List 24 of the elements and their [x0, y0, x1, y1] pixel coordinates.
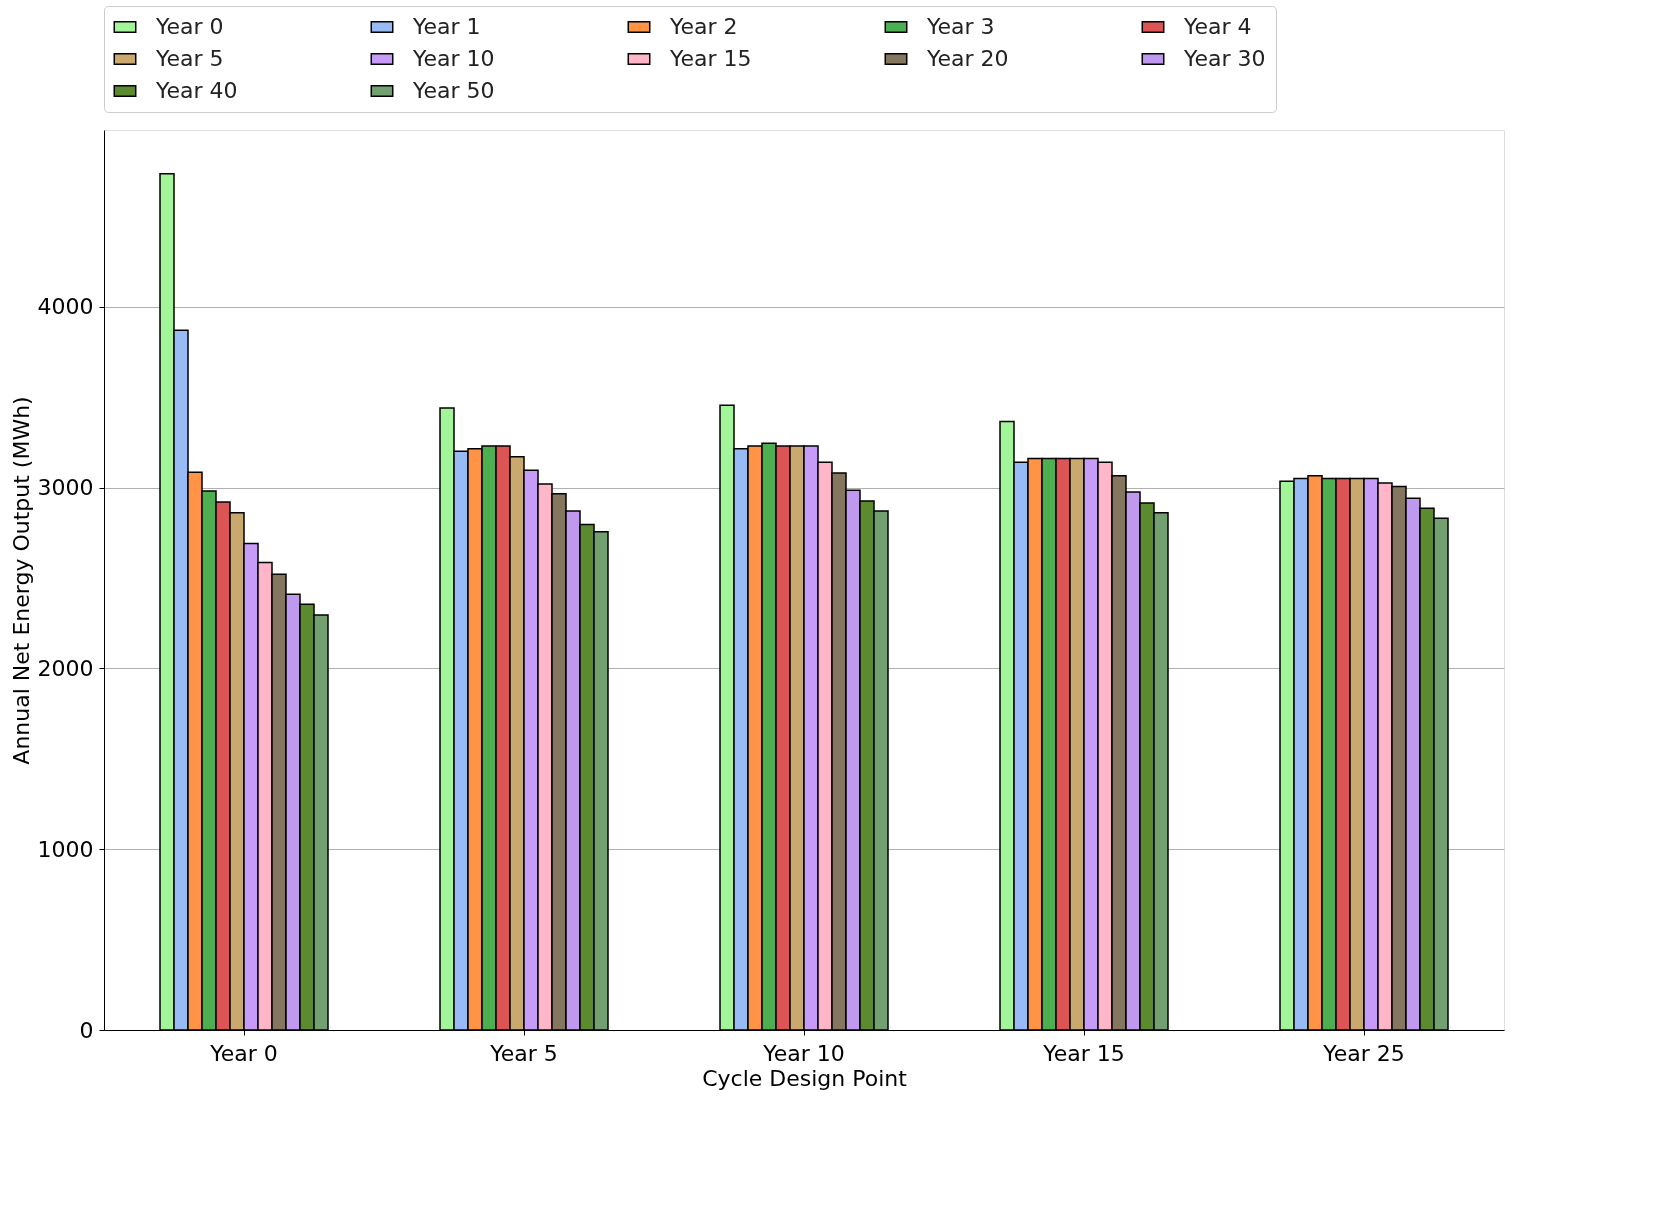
x-tick-label: Year 25	[1322, 1040, 1405, 1066]
y-tick-label: 4000	[37, 294, 94, 320]
y-tick-label: 0	[79, 1017, 94, 1043]
y-tick-label: 3000	[37, 475, 94, 500]
legend-label: Year 10	[412, 46, 495, 71]
x-tick-label: Year 0	[209, 1040, 278, 1066]
x-tick-label: Year 15	[1042, 1040, 1125, 1066]
legend-label: Year 1	[412, 14, 481, 39]
y-tick-label: 2000	[37, 655, 94, 681]
legend-label: Year 3	[926, 14, 995, 39]
legend-label: Year 5	[155, 46, 224, 71]
y-tick-label: 1000	[37, 836, 94, 862]
legend-label: Year 30	[1183, 46, 1266, 71]
legend-label: Year 15	[669, 46, 752, 71]
legend-label: Year 4	[1183, 14, 1252, 39]
legend-label: Year 20	[926, 46, 1009, 71]
legend-label: Year 2	[669, 14, 738, 39]
x-axis-title: Cycle Design Point	[702, 1065, 908, 1091]
legend-label: Year 0	[155, 14, 224, 39]
x-tick-label: Year 10	[762, 1040, 845, 1066]
y-axis-title: Annual Net Energy Output (MWh)	[8, 396, 34, 765]
x-tick-label: Year 5	[489, 1040, 558, 1066]
legend-label: Year 50	[412, 78, 495, 103]
legend-label: Year 40	[155, 78, 238, 103]
